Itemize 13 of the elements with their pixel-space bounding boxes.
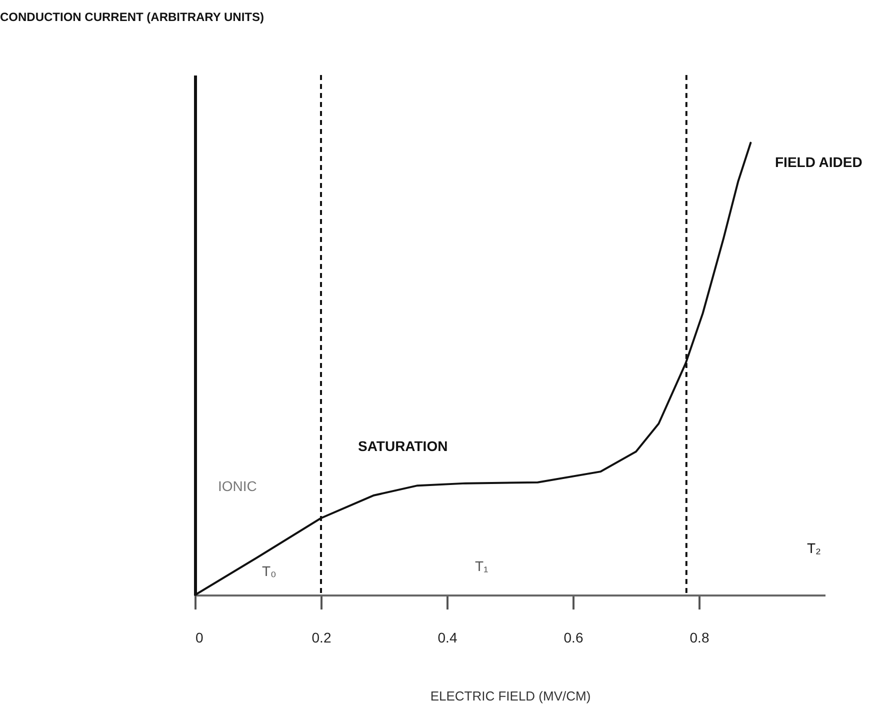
annotation: IONIC [218,478,257,494]
annotation: T₁ [475,558,489,574]
x-tick-label: 0.4 [438,630,458,646]
annotation: FIELD AIDED [775,154,862,170]
annotation: T₂ [807,540,821,556]
x-tick-label: 0 [196,630,204,646]
annotation: SATURATION [358,438,448,454]
x-tick-label: 0.2 [312,630,332,646]
x-axis-title: ELECTRIC FIELD (MV/CM) [430,688,591,704]
x-tick-label: 0.6 [564,630,584,646]
text: CONDUCTION CURRENT (ARBITRARY UNITS) [0,10,264,24]
x-tick-label: 0.8 [690,630,710,646]
annotation: T₀ [262,563,277,579]
